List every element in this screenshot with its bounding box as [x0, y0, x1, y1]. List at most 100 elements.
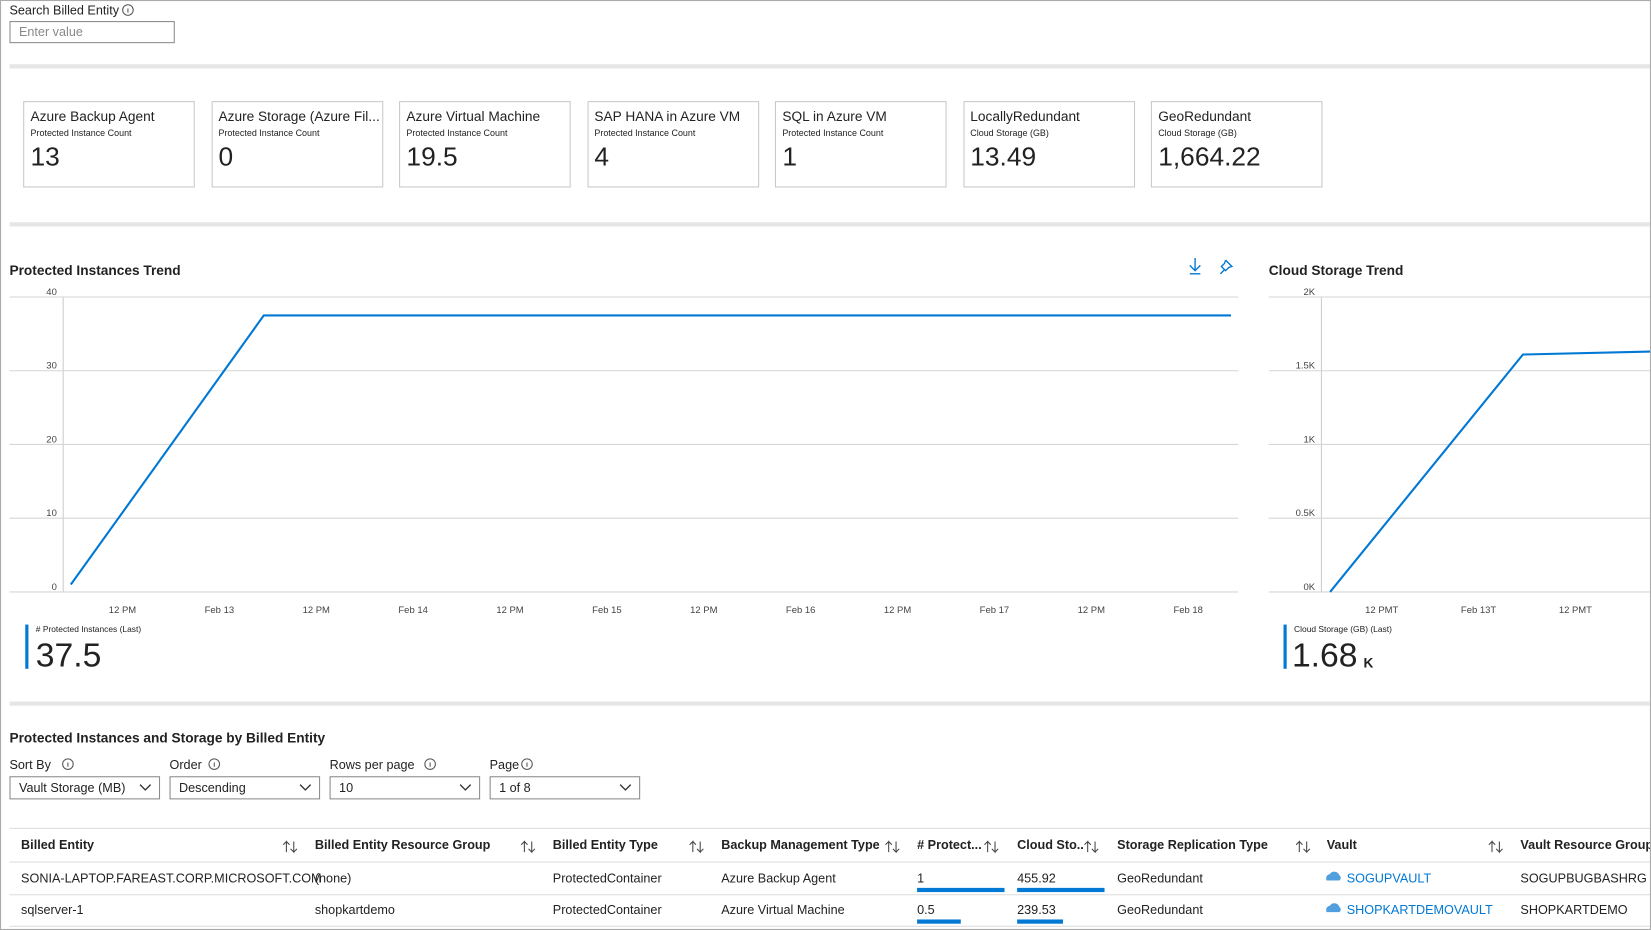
table-cell: 239.53	[1017, 902, 1056, 918]
table-cell: ProtectedContainer	[552, 871, 662, 886]
tile-title: Azure Storage (Azure Fil...	[218, 108, 380, 125]
sort-icon	[1084, 840, 1099, 854]
x-tick-label: 12 PM	[1078, 605, 1105, 616]
table-cell: Azure Backup Agent	[721, 871, 836, 886]
x-tick-label: Feb 14	[398, 605, 427, 616]
tile-subtitle: Protected Instance Count	[782, 127, 884, 138]
tile-title: Azure Virtual Machine	[406, 108, 541, 125]
sort-icon	[282, 840, 298, 854]
column-header: Backup Management Type	[721, 837, 880, 853]
tile-title: SAP HANA in Azure VM	[594, 108, 741, 125]
tile-subtitle: Protected Instance Count	[218, 127, 320, 138]
chart-title: Cloud Storage Trend	[1268, 262, 1404, 279]
x-tick-label: Feb 18	[1173, 605, 1202, 616]
table-cell: (none)	[314, 871, 352, 886]
dropdown[interactable]: 10	[329, 776, 481, 800]
tile-title: GeoRedundant	[1158, 108, 1252, 125]
sort-icon	[885, 840, 900, 854]
table-border	[9, 827, 1650, 829]
dropdown[interactable]: 1 of 8	[489, 776, 641, 800]
download-icon[interactable]	[1189, 258, 1201, 275]
column-header: Cloud Sto..	[1017, 837, 1084, 853]
dropdown-value: Descending	[178, 780, 246, 796]
column-header: Billed Entity Type	[552, 837, 658, 853]
table-cell: SONIA-LAPTOP.FAREAST.CORP.MICROSOFT.COM	[21, 871, 322, 886]
table-cell: sqlserver-1	[21, 902, 84, 918]
dropdown-value: 1 of 8	[499, 780, 531, 796]
column-header: Billed Entity Resource Group	[314, 837, 491, 853]
column-header: Vault Resource Group	[1520, 837, 1651, 853]
info-icon	[122, 4, 134, 16]
kpi-tile: Azure Backup Agent Protected Instance Cou…	[23, 101, 195, 188]
y-tick-label: 40	[46, 287, 57, 298]
cell-bar	[917, 887, 1005, 893]
filter-label: Sort By	[9, 757, 51, 773]
separator	[9, 701, 1650, 706]
table-cell: ProtectedContainer	[552, 902, 662, 918]
summary-value: 37.5	[35, 636, 102, 675]
filter-label: Order	[169, 757, 202, 773]
sort-icon	[1295, 840, 1311, 854]
line-series	[1329, 350, 1650, 593]
table-cell: 1	[917, 871, 925, 886]
kpi-tile: Azure Virtual Machine Protected Instance …	[399, 101, 571, 188]
x-tick-label: Feb 15	[592, 605, 621, 616]
tile-value: 13	[30, 142, 60, 172]
x-tick-label: Feb 13T	[1461, 605, 1496, 616]
dropdown[interactable]: Descending	[169, 776, 321, 800]
x-tick-label: 12 PM	[690, 605, 717, 616]
vault-link[interactable]: SHOPKARTDEMOVAULT	[1346, 902, 1493, 918]
pin-icon[interactable]	[1219, 259, 1234, 275]
search-input[interactable]: Enter value	[9, 21, 175, 44]
dropdown[interactable]: Vault Storage (MB)	[9, 776, 161, 800]
kpi-tile: SQL in Azure VM Protected Instance Count 1	[774, 101, 947, 188]
column-header: Vault	[1326, 837, 1357, 853]
tile-value: 13.49	[970, 142, 1037, 172]
column-header: # Protect...	[917, 837, 982, 853]
tile-subtitle: Protected Instance Count	[594, 127, 696, 138]
x-tick-label: Feb 13	[205, 605, 234, 616]
table-border	[9, 894, 1650, 896]
x-tick-label: Feb 17	[980, 605, 1009, 616]
tile-subtitle: Cloud Storage (GB)	[1158, 127, 1237, 138]
legend-label: # Protected Instances (Last)	[35, 624, 142, 635]
info-icon	[208, 758, 221, 770]
filter-label: Page	[489, 757, 520, 773]
vault-link[interactable]: SOGUPVAULT	[1346, 871, 1432, 886]
table-border	[9, 861, 1650, 863]
table-cell: SOGUPBUGBASHRG	[1520, 871, 1647, 886]
info-icon	[424, 758, 436, 770]
x-tick-label: 12 PM	[884, 605, 911, 616]
x-tick-label: 12 PM	[109, 605, 136, 616]
tile-title: Azure Backup Agent	[30, 108, 155, 125]
x-tick-label: 12 PM	[303, 605, 330, 616]
table-cell: GeoRedundant	[1117, 902, 1203, 918]
table-cell: shopkartdemo	[314, 902, 395, 918]
x-tick-label: Feb 16	[786, 605, 815, 616]
tile-value: 1	[782, 142, 797, 172]
kpi-tile: GeoRedundant Cloud Storage (GB) 1,664.22	[1150, 101, 1323, 188]
chevron	[299, 784, 312, 791]
tile-title: SQL in Azure VM	[782, 108, 887, 125]
dropdown-value: Vault Storage (MB)	[18, 780, 126, 796]
tile-subtitle: Cloud Storage (GB)	[970, 127, 1049, 138]
cell-bar	[917, 919, 961, 924]
table-border	[9, 925, 1650, 927]
table-cell: SHOPKARTDEMO	[1520, 902, 1628, 918]
search-label: Search Billed Entity	[9, 3, 120, 18]
legend-swatch	[1283, 624, 1287, 669]
line-series	[69, 314, 1231, 586]
tile-value: 4	[594, 142, 610, 172]
y-tick-label: 1K	[1304, 434, 1316, 445]
x-tick-label: 12 PMT	[1559, 605, 1592, 616]
separator	[9, 222, 1650, 227]
x-tick-label: 12 PMT	[1365, 605, 1398, 616]
column-header: Storage Replication Type	[1117, 837, 1268, 853]
separator	[9, 64, 1650, 69]
table-cell: 0.5	[917, 902, 935, 918]
sort-icon	[520, 840, 536, 854]
tile-value: 19.5	[406, 142, 458, 172]
vault-icon	[1326, 871, 1341, 881]
column-header: Billed Entity	[21, 837, 95, 853]
